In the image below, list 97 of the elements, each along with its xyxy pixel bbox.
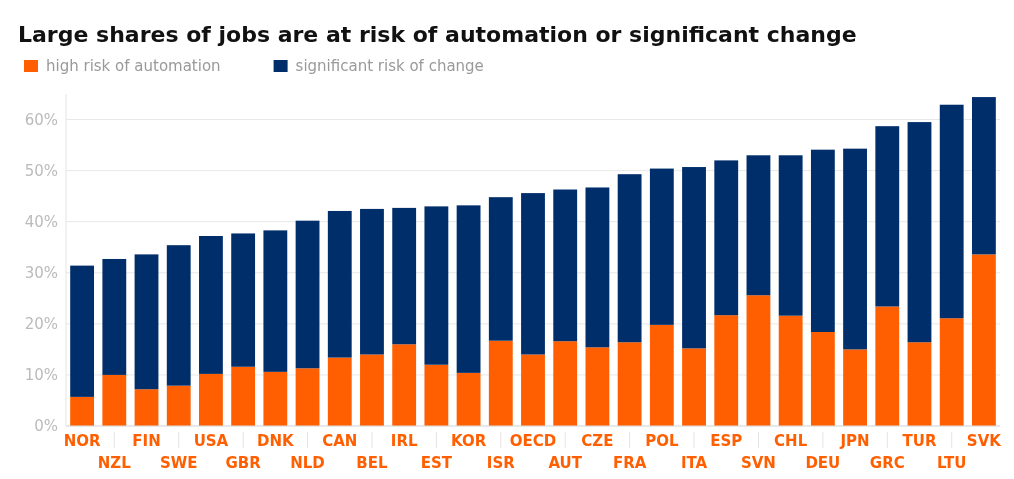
y-tick-label: 50% bbox=[24, 161, 58, 180]
bar bbox=[939, 104, 964, 319]
x-tick-label: ESP bbox=[710, 432, 743, 450]
bar bbox=[199, 373, 223, 426]
x-tick-label: JPN bbox=[839, 432, 870, 450]
x-tick-label: GBR bbox=[225, 454, 262, 472]
bar bbox=[714, 160, 739, 316]
bar bbox=[843, 349, 867, 426]
x-tick-label: DNK bbox=[257, 432, 296, 450]
y-tick-label: 0% bbox=[34, 417, 58, 435]
x-tick-label: BEL bbox=[356, 454, 389, 472]
x-tick-label: SVN bbox=[740, 454, 776, 472]
bar bbox=[585, 187, 610, 348]
bar bbox=[521, 354, 545, 426]
x-tick-label: POL bbox=[645, 432, 679, 450]
bar bbox=[907, 342, 932, 426]
y-tick-label: 10% bbox=[24, 365, 58, 384]
x-tick-label: CZE bbox=[581, 432, 614, 450]
bar bbox=[521, 193, 545, 355]
bar bbox=[682, 167, 706, 349]
x-tick-label: ISR bbox=[486, 454, 516, 472]
x-tick-label: TUR bbox=[902, 432, 937, 450]
x-tick-label: SVK bbox=[966, 432, 1003, 450]
bar bbox=[360, 208, 384, 355]
bar bbox=[488, 197, 513, 341]
x-tick-label: NOR bbox=[63, 432, 101, 450]
bar bbox=[585, 347, 610, 426]
bar bbox=[231, 233, 256, 367]
y-tick-label: 40% bbox=[24, 212, 58, 231]
x-tick-label: FIN bbox=[132, 432, 161, 450]
x-tick-label: CHL bbox=[774, 432, 808, 450]
x-tick-label: FRA bbox=[612, 454, 647, 472]
bar bbox=[263, 230, 288, 372]
bar bbox=[649, 324, 674, 426]
bar bbox=[971, 254, 996, 426]
bar bbox=[746, 155, 771, 296]
bar bbox=[231, 366, 256, 426]
bar bbox=[166, 245, 191, 386]
bar bbox=[810, 332, 835, 426]
x-tick-label: DEU bbox=[805, 454, 841, 472]
x-tick-label: KOR bbox=[450, 432, 487, 450]
bar bbox=[971, 97, 996, 255]
bar bbox=[488, 340, 513, 426]
legend-label: significant risk of change bbox=[295, 57, 484, 75]
bar bbox=[456, 372, 481, 426]
bar bbox=[360, 354, 384, 426]
bar bbox=[875, 126, 900, 307]
y-tick-label: 30% bbox=[24, 263, 58, 282]
bar bbox=[295, 368, 320, 426]
x-tick-label: ITA bbox=[680, 454, 708, 472]
bar bbox=[907, 122, 932, 343]
bar bbox=[295, 220, 320, 369]
bar bbox=[102, 374, 127, 426]
bar bbox=[327, 210, 352, 358]
x-tick-label: NZL bbox=[97, 454, 132, 472]
x-tick-label: OECD bbox=[509, 432, 557, 450]
bar bbox=[327, 357, 352, 426]
bar bbox=[553, 189, 578, 342]
x-tick-label: NLD bbox=[290, 454, 325, 472]
bar bbox=[778, 315, 803, 426]
chart-title: Large shares of jobs are at risk of automation or significant change bbox=[18, 22, 857, 47]
bar bbox=[166, 385, 191, 426]
bar bbox=[392, 207, 417, 345]
bar bbox=[392, 344, 417, 426]
y-tick-label: 20% bbox=[24, 314, 58, 333]
bar bbox=[649, 168, 674, 325]
x-tick-label: SWE bbox=[159, 454, 198, 472]
y-tick-label: 60% bbox=[24, 110, 58, 129]
bar bbox=[875, 306, 900, 426]
bar bbox=[102, 258, 127, 375]
bar bbox=[456, 205, 481, 373]
x-tick-label: GRC bbox=[869, 454, 905, 472]
x-tick-label: CAN bbox=[322, 432, 358, 450]
bar bbox=[682, 348, 706, 426]
bar bbox=[134, 254, 159, 390]
bar bbox=[714, 315, 739, 426]
x-tick-label: IRL bbox=[390, 432, 418, 450]
bar bbox=[617, 174, 642, 343]
bar bbox=[810, 149, 835, 333]
x-tick-label: AUT bbox=[548, 454, 583, 472]
bar bbox=[843, 148, 867, 350]
x-tick-label: EST bbox=[420, 454, 453, 472]
bar bbox=[199, 235, 223, 374]
x-tick-label: LTU bbox=[936, 454, 967, 472]
bar bbox=[553, 341, 578, 426]
bar bbox=[263, 371, 288, 426]
bar bbox=[746, 295, 771, 426]
bar bbox=[70, 396, 95, 426]
bar bbox=[424, 206, 449, 365]
bar bbox=[778, 155, 803, 316]
bar bbox=[70, 265, 95, 397]
bar bbox=[424, 364, 449, 426]
bar bbox=[939, 318, 964, 426]
x-tick-label: USA bbox=[193, 432, 229, 450]
bar bbox=[134, 389, 159, 426]
legend-label: high risk of automation bbox=[46, 57, 221, 75]
bar bbox=[617, 342, 642, 426]
